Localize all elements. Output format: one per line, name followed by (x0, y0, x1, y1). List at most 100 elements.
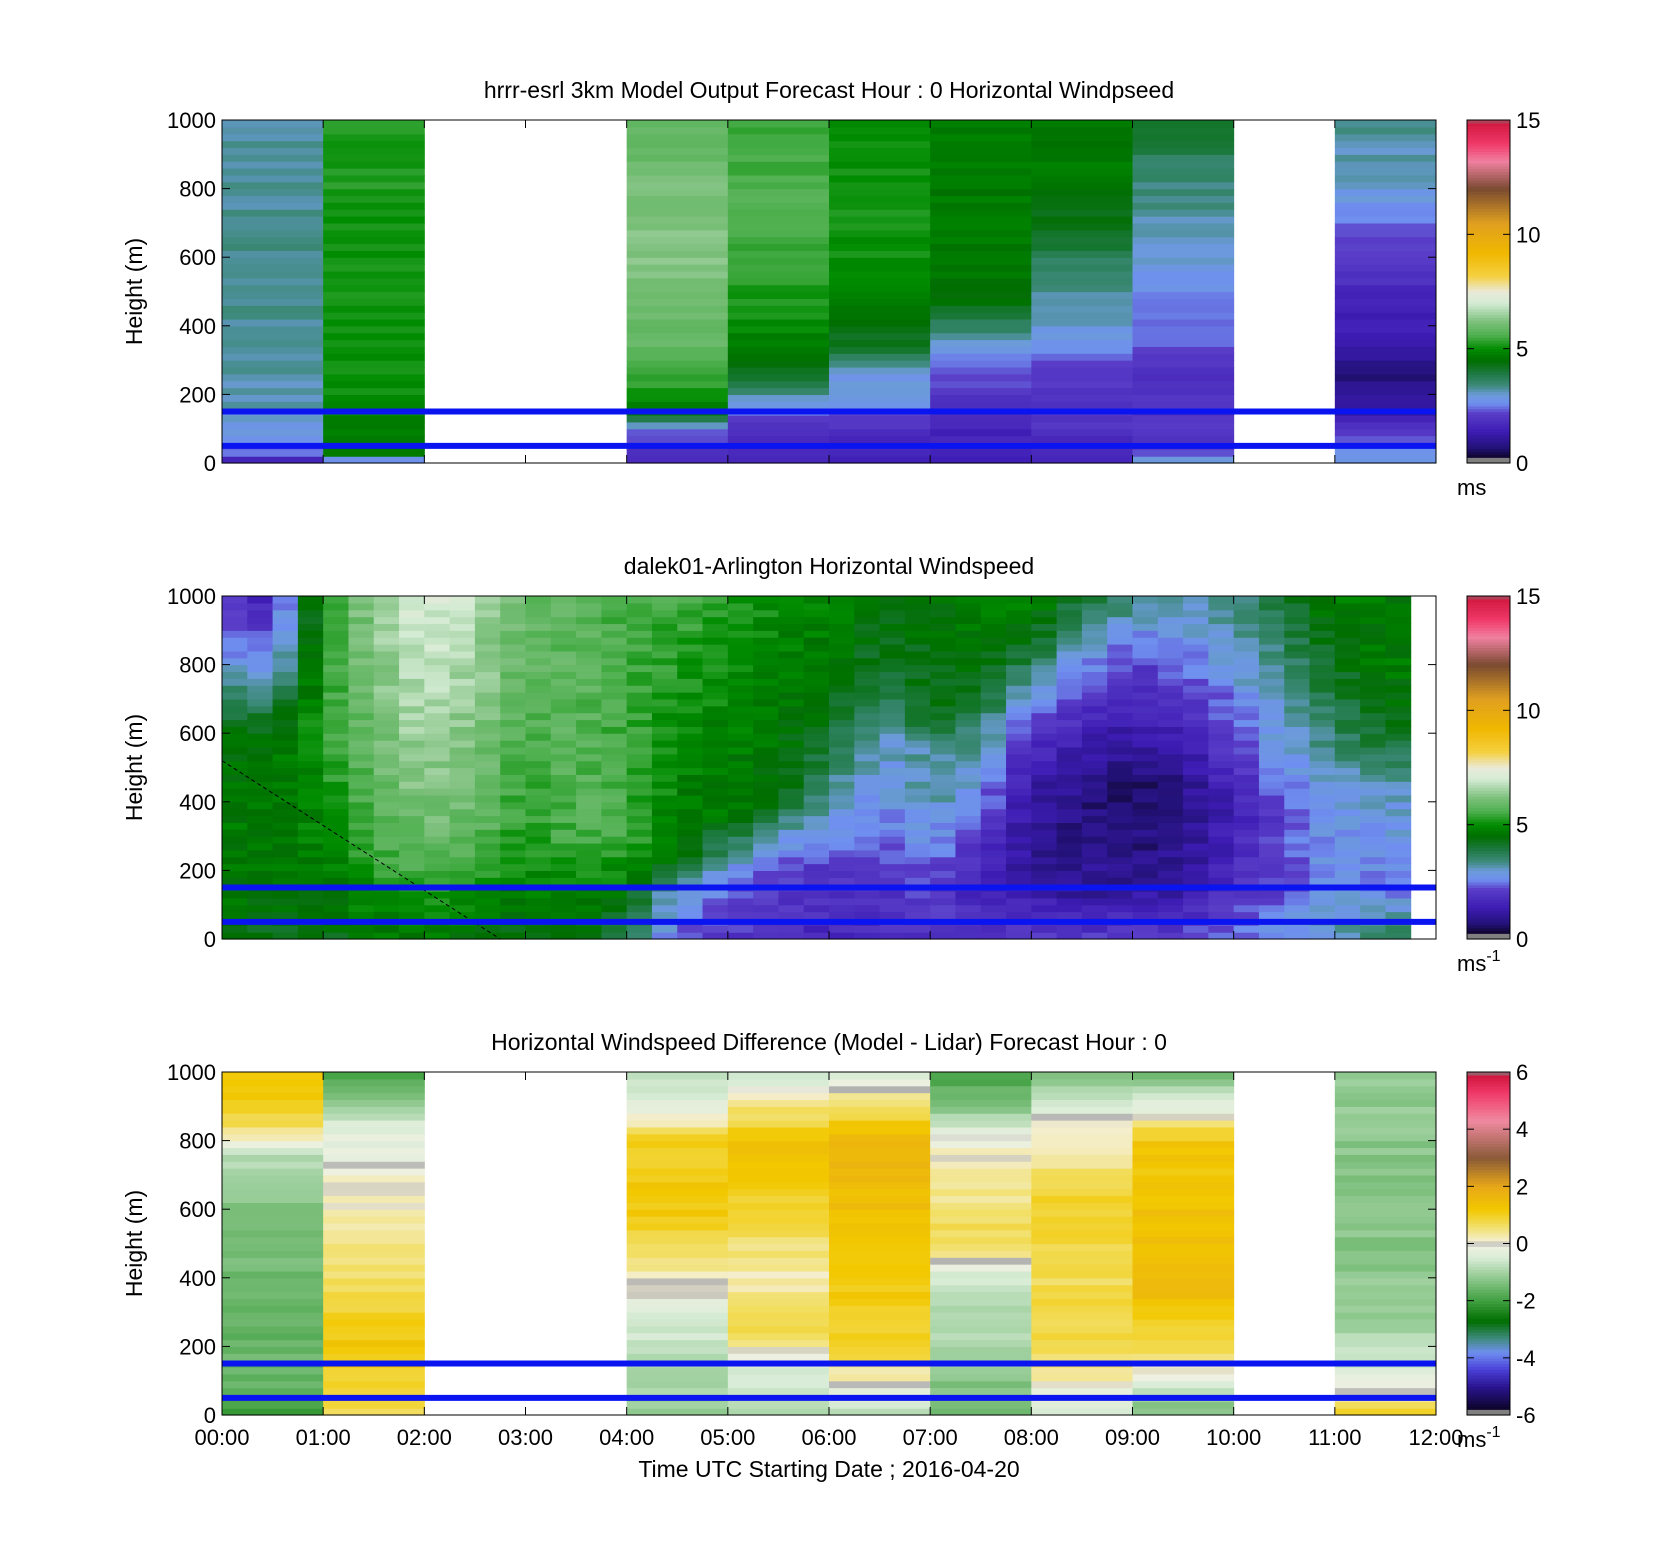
heatmap-cell (323, 373, 425, 382)
heatmap-cell (829, 863, 855, 871)
heatmap-cell (1208, 705, 1235, 714)
x-tick-label: 10:00 (1206, 1425, 1261, 1450)
heatmap-cell (1385, 829, 1412, 837)
heatmap-cell (550, 650, 577, 659)
colorbar-swatch (1467, 933, 1510, 937)
colorbar-swatch (1467, 647, 1510, 651)
heatmap-cell (955, 767, 982, 775)
heatmap-cell (702, 698, 729, 707)
heatmap-cell (626, 856, 653, 865)
heatmap-cell (297, 856, 324, 865)
heatmap-cell (626, 781, 653, 789)
heatmap-cell (323, 705, 349, 714)
colorbar-swatch (1467, 1363, 1510, 1368)
heatmap-cell (1107, 746, 1133, 755)
heatmap-cell (803, 801, 830, 810)
heatmap-cell (930, 1325, 1032, 1334)
heatmap-cell (247, 774, 274, 782)
heatmap-cell (1031, 678, 1058, 686)
heatmap-cell (829, 1195, 931, 1203)
heatmap-cell (1107, 897, 1133, 906)
heatmap-cell (297, 842, 324, 851)
colorbar-swatch (1467, 1117, 1510, 1122)
heatmap-cell (1360, 596, 1386, 604)
heatmap-cell (1006, 596, 1032, 604)
heatmap-cell (803, 726, 830, 734)
colorbar-swatch (1467, 302, 1510, 307)
colorbar-tick-label: 4 (1516, 1117, 1528, 1142)
heatmap-cell (297, 801, 324, 810)
heatmap-cell (879, 753, 906, 762)
heatmap-cell (1081, 932, 1108, 940)
heatmap-cell (323, 353, 425, 361)
heatmap-cell (1258, 719, 1285, 727)
heatmap-cell (1360, 842, 1386, 851)
heatmap-cell (1157, 671, 1184, 679)
heatmap-cell (272, 726, 299, 734)
heatmap-cell (449, 767, 476, 775)
heatmap-cell (1132, 836, 1159, 844)
heatmap-cell (1056, 602, 1083, 611)
heatmap-cell (1031, 733, 1058, 741)
heatmap-cell (1385, 657, 1412, 666)
heatmap-cell (854, 774, 881, 782)
heatmap-cell (1081, 794, 1108, 803)
heatmap-cell (601, 596, 628, 604)
heatmap-cell (727, 305, 830, 313)
heatmap-cell (727, 1229, 830, 1238)
heatmap-cell (1334, 1188, 1437, 1197)
heatmap-cell (1208, 808, 1235, 817)
heatmap-cell (955, 671, 982, 679)
heatmap-cell (727, 1353, 830, 1361)
heatmap-cell (272, 623, 299, 631)
heatmap-cell (1208, 719, 1235, 727)
heatmap-cell (1157, 856, 1184, 865)
heatmap-cell (879, 637, 906, 645)
heatmap-cell (778, 671, 805, 679)
heatmap-cell (651, 609, 678, 618)
colorbar-swatch (1467, 377, 1510, 381)
heatmap-cell (576, 788, 602, 796)
heatmap-cell (399, 781, 425, 789)
heatmap-cell (424, 904, 451, 913)
heatmap-cell (222, 808, 248, 817)
heatmap-cell (829, 781, 855, 789)
colorbar-swatch (1467, 300, 1510, 304)
heatmap-cell (727, 1366, 830, 1375)
heatmap-cell (1334, 932, 1361, 940)
heatmap-cell (222, 1092, 324, 1101)
heatmap-cell (677, 712, 704, 721)
heatmap-cell (272, 911, 299, 920)
heatmap-cell (778, 788, 805, 796)
heatmap-cell (1132, 1277, 1235, 1286)
heatmap-cell (399, 870, 425, 878)
heatmap-cell (525, 760, 552, 769)
heatmap-cell (1208, 774, 1235, 782)
colorbar-swatch (1467, 157, 1510, 161)
heatmap-cell (930, 1133, 1032, 1142)
heatmap-cell (1031, 1346, 1133, 1354)
heatmap-cell (778, 897, 805, 906)
heatmap-cell (1334, 1216, 1437, 1224)
heatmap-cell (1284, 863, 1311, 871)
heatmap-cell (550, 596, 577, 604)
colorbar-swatch (1467, 1346, 1510, 1350)
heatmap-cell (626, 257, 729, 265)
heatmap-cell (399, 890, 425, 899)
heatmap-cell (1157, 746, 1184, 755)
heatmap-cell (1132, 678, 1159, 686)
heatmap-cell (1233, 760, 1260, 769)
heatmap-cell (500, 822, 526, 830)
heatmap-cell (904, 733, 931, 741)
heatmap-cell (222, 836, 248, 844)
heatmap-cell (651, 856, 678, 865)
heatmap-cell (272, 630, 299, 638)
heatmap-cell (727, 366, 830, 375)
heatmap-cell (474, 712, 501, 721)
heatmap-cell (955, 644, 982, 652)
heatmap-cell (930, 174, 1032, 183)
heatmap-cell (626, 1099, 729, 1107)
colorbar-swatch (1467, 362, 1510, 367)
heatmap-cell (1132, 1366, 1235, 1375)
heatmap-cell (980, 609, 1007, 618)
